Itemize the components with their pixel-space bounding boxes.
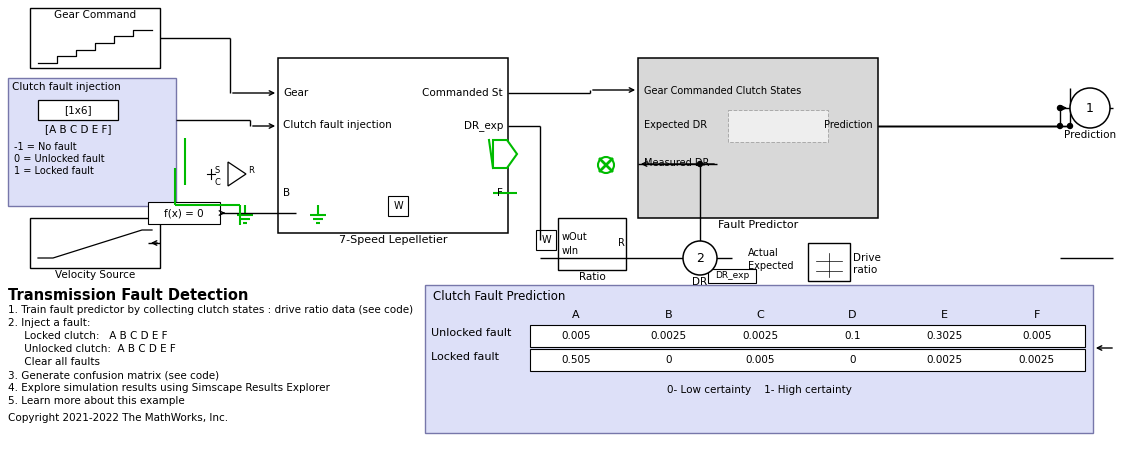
Circle shape xyxy=(697,162,703,166)
Text: Measured DR: Measured DR xyxy=(643,158,710,168)
Bar xyxy=(30,8,159,68)
Text: Expected DR: Expected DR xyxy=(643,120,707,130)
Text: 0: 0 xyxy=(849,355,856,365)
Text: Clutch Fault Prediction: Clutch Fault Prediction xyxy=(433,290,565,303)
Text: 3. Generate confusion matrix (see code): 3. Generate confusion matrix (see code) xyxy=(8,370,219,380)
Text: Unlocked fault: Unlocked fault xyxy=(431,328,511,338)
Text: Clear all faults: Clear all faults xyxy=(8,357,100,367)
Text: B: B xyxy=(665,310,672,320)
Text: Expected: Expected xyxy=(748,261,794,271)
Bar xyxy=(530,349,1085,371)
Text: DR: DR xyxy=(693,277,707,287)
Polygon shape xyxy=(493,140,517,168)
Text: Gear Commanded Clutch States: Gear Commanded Clutch States xyxy=(643,86,801,96)
Text: Transmission Fault Detection: Transmission Fault Detection xyxy=(8,288,248,303)
Text: 0 = Unlocked fault: 0 = Unlocked fault xyxy=(13,154,104,164)
Text: 1. Train fault predictor by collecting clutch states : drive ratio data (see cod: 1. Train fault predictor by collecting c… xyxy=(8,305,413,315)
Text: Prediction: Prediction xyxy=(1063,130,1116,140)
Text: A: A xyxy=(573,310,579,320)
Text: Ratio: Ratio xyxy=(578,272,605,282)
Polygon shape xyxy=(228,162,246,186)
Bar xyxy=(424,285,1093,433)
Text: F: F xyxy=(497,188,503,198)
Text: Actual: Actual xyxy=(748,248,778,258)
Text: 7-Speed Lepelletier: 7-Speed Lepelletier xyxy=(339,235,447,245)
Text: 0.3025: 0.3025 xyxy=(926,331,962,341)
Text: 0.0025: 0.0025 xyxy=(742,331,778,341)
Text: W: W xyxy=(393,201,403,211)
Text: C: C xyxy=(757,310,765,320)
Text: W: W xyxy=(541,235,550,245)
Text: Gear: Gear xyxy=(283,88,308,98)
Text: 1: 1 xyxy=(1086,102,1094,114)
Circle shape xyxy=(1058,105,1062,111)
Bar xyxy=(279,58,508,233)
Text: 0.1: 0.1 xyxy=(844,331,861,341)
Text: 0: 0 xyxy=(665,355,672,365)
Text: 4. Explore simulation results using Simscape Results Explorer: 4. Explore simulation results using Sims… xyxy=(8,383,330,393)
Text: DR_exp: DR_exp xyxy=(715,271,749,280)
Text: [A B C D E F]: [A B C D E F] xyxy=(45,124,111,134)
Bar xyxy=(707,269,756,283)
Text: R: R xyxy=(248,166,254,175)
Text: Locked clutch:   A B C D E F: Locked clutch: A B C D E F xyxy=(8,331,167,341)
Text: f(x) = 0: f(x) = 0 xyxy=(164,208,203,218)
Bar xyxy=(148,202,220,224)
Text: 2. Inject a fault:: 2. Inject a fault: xyxy=(8,318,91,328)
Text: [1x6]: [1x6] xyxy=(64,105,92,115)
Text: Prediction: Prediction xyxy=(824,120,873,130)
Text: Locked fault: Locked fault xyxy=(431,352,499,362)
Text: wIn: wIn xyxy=(562,246,579,256)
Text: 1 = Locked fault: 1 = Locked fault xyxy=(13,166,94,176)
Text: Velocity Source: Velocity Source xyxy=(55,270,135,280)
Text: 0.505: 0.505 xyxy=(562,355,591,365)
Text: 5. Learn more about this example: 5. Learn more about this example xyxy=(8,396,185,406)
Text: 0.005: 0.005 xyxy=(562,331,591,341)
Bar xyxy=(638,58,878,218)
Bar xyxy=(30,218,159,268)
Text: E: E xyxy=(941,310,948,320)
Bar xyxy=(728,110,828,142)
Text: B: B xyxy=(283,188,290,198)
Bar xyxy=(38,100,118,120)
Bar xyxy=(530,325,1085,347)
Text: Copyright 2021-2022 The MathWorks, Inc.: Copyright 2021-2022 The MathWorks, Inc. xyxy=(8,413,228,423)
Text: R: R xyxy=(618,238,624,248)
Text: 0.005: 0.005 xyxy=(746,355,775,365)
Text: Gear Command: Gear Command xyxy=(54,10,136,20)
Bar xyxy=(536,230,556,250)
Text: DR_exp: DR_exp xyxy=(464,120,503,131)
Text: 2: 2 xyxy=(696,252,704,265)
Circle shape xyxy=(1068,123,1072,129)
Text: Drive
ratio: Drive ratio xyxy=(853,253,880,274)
Text: Clutch fault injection: Clutch fault injection xyxy=(283,120,392,130)
Text: F: F xyxy=(1034,310,1040,320)
Text: wOut: wOut xyxy=(562,232,587,242)
Text: -1 = No fault: -1 = No fault xyxy=(13,142,76,152)
Text: Unlocked clutch:  A B C D E F: Unlocked clutch: A B C D E F xyxy=(8,344,176,354)
Circle shape xyxy=(1058,123,1062,129)
Text: C: C xyxy=(214,178,220,187)
Text: 0.005: 0.005 xyxy=(1022,331,1051,341)
Text: D: D xyxy=(848,310,857,320)
Circle shape xyxy=(683,241,716,275)
Text: 0.0025: 0.0025 xyxy=(1019,355,1054,365)
Text: Clutch fault injection: Clutch fault injection xyxy=(12,82,121,92)
Bar xyxy=(389,196,408,216)
Text: 0- Low certainty    1- High certainty: 0- Low certainty 1- High certainty xyxy=(667,385,851,395)
Bar xyxy=(8,78,176,206)
Text: Commanded St: Commanded St xyxy=(422,88,503,98)
Text: Fault Predictor: Fault Predictor xyxy=(718,220,798,230)
Bar xyxy=(558,218,626,270)
Text: 0.0025: 0.0025 xyxy=(926,355,962,365)
Circle shape xyxy=(1070,88,1110,128)
Text: S: S xyxy=(214,166,220,175)
Bar xyxy=(809,243,850,281)
Text: 0.0025: 0.0025 xyxy=(650,331,686,341)
